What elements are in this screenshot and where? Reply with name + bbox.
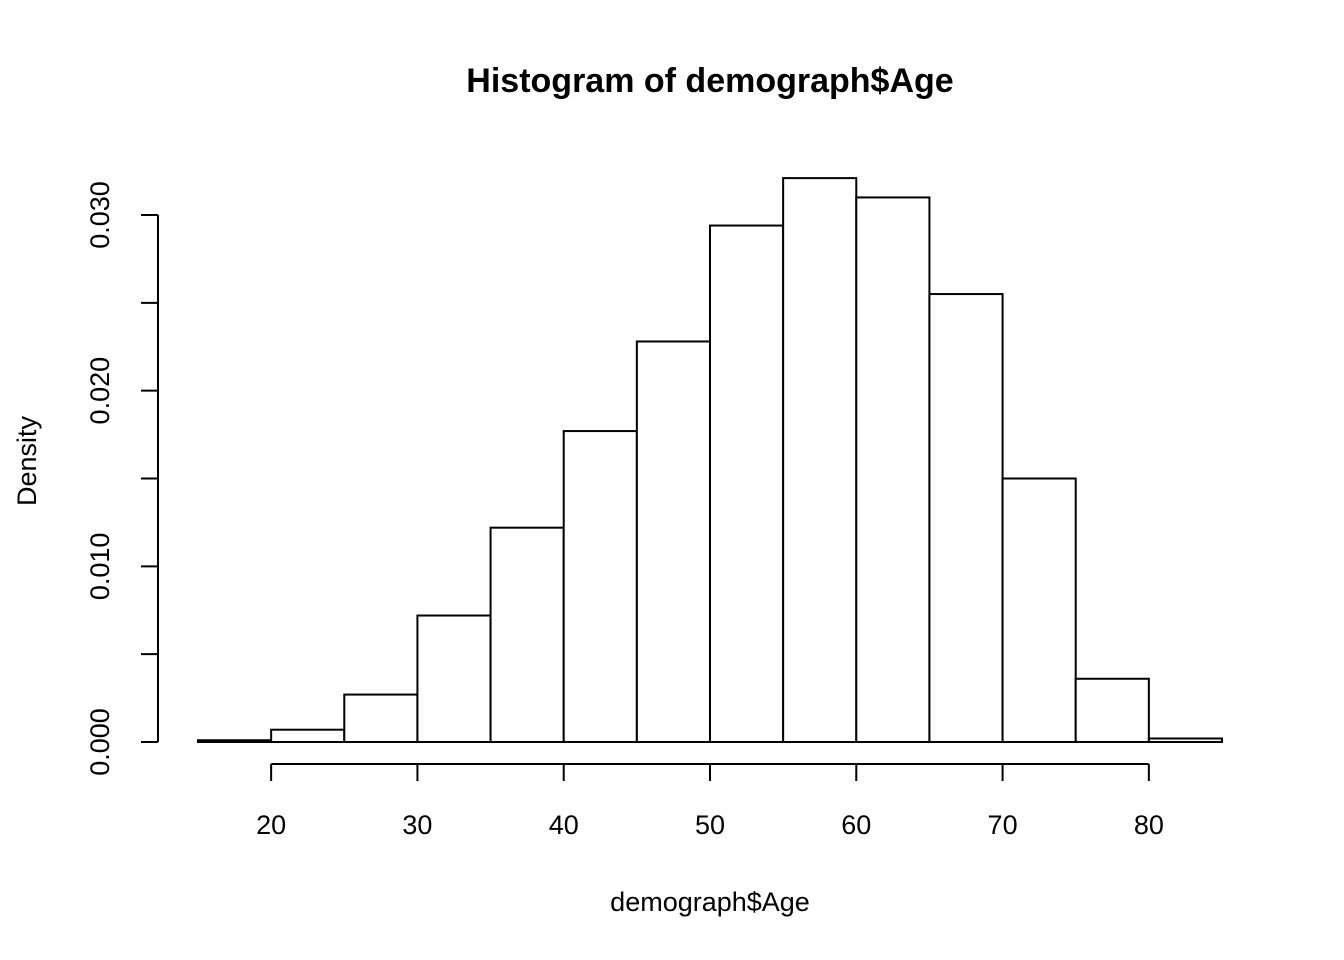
histogram-bar bbox=[855, 196, 931, 743]
histogram-bar bbox=[416, 614, 492, 744]
histogram-bar bbox=[928, 293, 1004, 743]
x-tick-label: 50 bbox=[695, 810, 725, 840]
histogram-bar bbox=[1001, 477, 1077, 743]
x-axis: 20 30 40 50 60 70 80 bbox=[256, 763, 1164, 840]
histogram-bar bbox=[489, 526, 565, 743]
x-tick-label: 20 bbox=[256, 810, 286, 840]
histogram-bar bbox=[709, 224, 785, 744]
y-axis: 0.000 0.010 0.020 0.030 bbox=[85, 181, 159, 776]
histogram-bar bbox=[562, 430, 638, 743]
y-tick-label: 0.020 bbox=[85, 357, 115, 425]
y-tick-label: 0.000 bbox=[85, 708, 115, 776]
x-tick-label: 60 bbox=[841, 810, 871, 840]
histogram-bar bbox=[635, 340, 711, 743]
histogram-bar bbox=[343, 693, 419, 744]
x-tick-label: 80 bbox=[1134, 810, 1164, 840]
x-tick-label: 70 bbox=[988, 810, 1018, 840]
x-tick-label: 40 bbox=[549, 810, 579, 840]
y-axis-label: Density bbox=[12, 415, 42, 506]
bars-group bbox=[197, 177, 1224, 744]
x-tick-label: 30 bbox=[402, 810, 432, 840]
histogram-bar bbox=[1074, 677, 1150, 744]
histogram-bar bbox=[782, 177, 858, 744]
histogram-bar bbox=[270, 728, 346, 743]
chart-title: Histogram of demograph$Age bbox=[466, 62, 953, 100]
y-tick-label: 0.030 bbox=[85, 181, 115, 249]
x-axis-label: demograph$Age bbox=[610, 887, 810, 917]
y-tick-label: 0.010 bbox=[85, 533, 115, 601]
